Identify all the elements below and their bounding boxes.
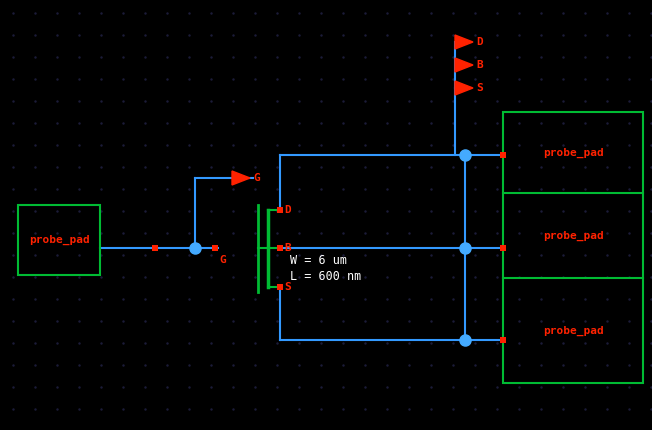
Bar bbox=[500, 245, 506, 251]
Bar bbox=[503, 112, 643, 383]
Bar bbox=[277, 207, 283, 213]
Text: probe_pad: probe_pad bbox=[542, 326, 603, 335]
Text: B: B bbox=[476, 60, 482, 70]
Text: G: G bbox=[219, 255, 226, 265]
Bar bbox=[277, 284, 283, 290]
Bar bbox=[277, 245, 283, 251]
Text: G: G bbox=[253, 173, 259, 183]
Polygon shape bbox=[455, 58, 473, 72]
Bar bbox=[500, 337, 506, 343]
Text: W = 6 um: W = 6 um bbox=[290, 254, 347, 267]
Text: D: D bbox=[476, 37, 482, 47]
Text: D: D bbox=[284, 205, 291, 215]
Bar bbox=[500, 152, 506, 158]
Bar bbox=[18, 205, 100, 275]
Text: B: B bbox=[284, 243, 291, 253]
Text: probe_pad: probe_pad bbox=[542, 230, 603, 241]
Bar bbox=[152, 245, 158, 251]
Polygon shape bbox=[232, 171, 250, 185]
Text: S: S bbox=[284, 282, 291, 292]
Text: probe_pad: probe_pad bbox=[29, 235, 89, 245]
Text: probe_pad: probe_pad bbox=[542, 147, 603, 158]
Polygon shape bbox=[455, 35, 473, 49]
Text: L = 600 nm: L = 600 nm bbox=[290, 270, 361, 283]
Text: S: S bbox=[476, 83, 482, 93]
Polygon shape bbox=[455, 81, 473, 95]
Bar bbox=[212, 245, 218, 251]
